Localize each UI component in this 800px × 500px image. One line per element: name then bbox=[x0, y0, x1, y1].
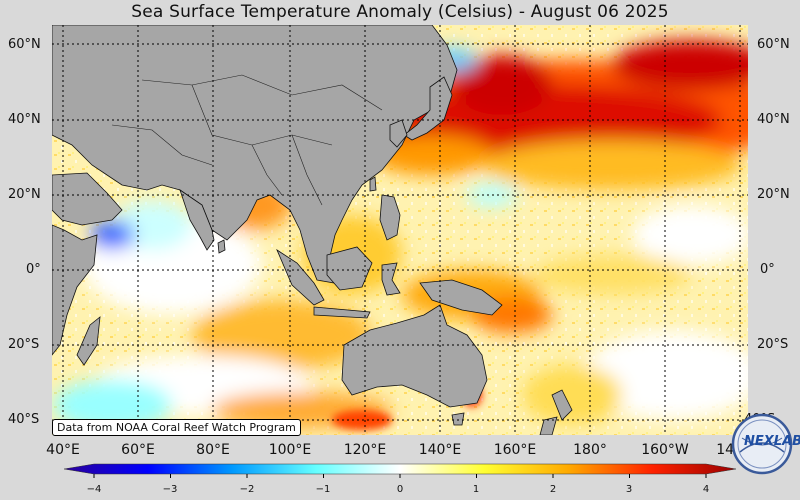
colorbar-tick-label: 1 bbox=[472, 484, 480, 495]
lat-label-right-20s: 20°S bbox=[757, 337, 789, 352]
madagascar-landmass bbox=[76, 316, 101, 366]
lon-label-60e: 60°E bbox=[121, 442, 155, 458]
new-guinea-landmass bbox=[419, 279, 503, 316]
lat-label-left-60n: 60°N bbox=[8, 37, 41, 52]
colorbar-tick-label: 0 bbox=[396, 484, 404, 495]
lat-label-right-40n: 40°N bbox=[757, 112, 790, 127]
lat-label-left-40s: 40°S bbox=[8, 412, 40, 427]
arabia-landmass bbox=[52, 172, 123, 226]
india-landmass bbox=[179, 189, 215, 251]
lon-label-100e: 100°E bbox=[268, 442, 312, 458]
lat-label-left-40n: 40°N bbox=[8, 112, 41, 127]
colorbar-tick-label: −2 bbox=[239, 484, 255, 495]
borneo-landmass bbox=[326, 246, 373, 291]
lon-label-140e: 140°E bbox=[418, 442, 462, 458]
lat-label-right-eq: 0° bbox=[760, 262, 775, 277]
lon-label-120e: 120°E bbox=[343, 442, 387, 458]
korea-landmass bbox=[389, 119, 408, 148]
lon-label-80e: 80°E bbox=[196, 442, 230, 458]
map-canvas bbox=[52, 25, 748, 435]
data-credit-label: Data from NOAA Coral Reef Watch Program bbox=[52, 419, 301, 436]
lon-label-180: 180° bbox=[573, 442, 607, 458]
logo-text: NEXLAB bbox=[744, 434, 800, 449]
colorbar-tick-label: −3 bbox=[162, 484, 178, 495]
colorbar-tick-label: −1 bbox=[315, 484, 331, 495]
colorbar-tick-label: −4 bbox=[86, 484, 102, 495]
colorbar-ticks bbox=[93, 474, 707, 478]
nexlab-logo-icon bbox=[731, 413, 793, 475]
sumatra-landmass bbox=[276, 248, 325, 306]
colorbar bbox=[63, 463, 737, 478]
philippines-landmass bbox=[379, 194, 401, 241]
lat-label-left-20n: 20°N bbox=[8, 187, 41, 202]
colorbar-tick-label: 4 bbox=[702, 484, 710, 495]
tasmania-landmass bbox=[451, 412, 465, 426]
java-landmass bbox=[313, 306, 371, 319]
australia-landmass bbox=[341, 304, 488, 408]
taiwan-landmass bbox=[369, 176, 377, 192]
lat-label-left-eq: 0° bbox=[26, 262, 41, 277]
colorbar-tick-label: 2 bbox=[549, 484, 557, 495]
sst-anomaly-map bbox=[52, 25, 748, 435]
map-title: Sea Surface Temperature Anomaly (Celsius… bbox=[131, 2, 669, 22]
lat-label-left-20s: 20°S bbox=[8, 337, 40, 352]
asia-landmass bbox=[52, 25, 458, 284]
sulawesi-landmass bbox=[381, 262, 401, 296]
lon-label-160e: 160°E bbox=[493, 442, 537, 458]
africa-landmass bbox=[52, 224, 98, 356]
japan-landmass bbox=[403, 76, 453, 141]
lon-label-160w: 160°W bbox=[641, 442, 689, 458]
lat-label-right-20n: 20°N bbox=[757, 187, 790, 202]
colorbar-gradient bbox=[63, 463, 737, 475]
lon-label-40e: 40°E bbox=[46, 442, 80, 458]
land-masses bbox=[52, 25, 573, 435]
sri-lanka-landmass bbox=[217, 239, 226, 254]
colorbar-tick-label: 3 bbox=[625, 484, 633, 495]
new-zealand-landmass bbox=[539, 389, 573, 435]
lat-label-right-60n: 60°N bbox=[757, 37, 790, 52]
